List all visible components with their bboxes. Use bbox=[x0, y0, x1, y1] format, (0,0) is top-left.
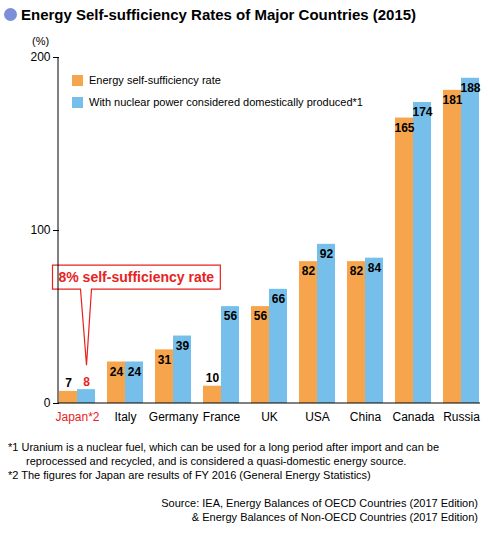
svg-text:84: 84 bbox=[368, 261, 382, 275]
svg-text:Japan*2: Japan*2 bbox=[55, 410, 99, 424]
svg-text:181: 181 bbox=[442, 93, 462, 107]
svg-text:8% self-sufficiency rate: 8% self-sufficiency rate bbox=[59, 269, 215, 285]
svg-text:USA: USA bbox=[305, 410, 330, 424]
svg-text:100: 100 bbox=[30, 223, 50, 237]
svg-text:66: 66 bbox=[272, 292, 286, 306]
svg-text:Italy: Italy bbox=[114, 410, 136, 424]
html-text:& Energy Balances of Non-OECD: & Energy Balances of Non-OECD Countries … bbox=[191, 511, 478, 523]
html-text:*1 Uranium is a nuclear fuel,: *1 Uranium is a nuclear fuel, which can … bbox=[8, 441, 440, 467]
svg-text:24: 24 bbox=[128, 365, 142, 379]
svg-text:Russia: Russia bbox=[443, 410, 480, 424]
svg-text:China: China bbox=[350, 410, 382, 424]
svg-text:165: 165 bbox=[394, 121, 414, 135]
svg-text:56: 56 bbox=[224, 309, 238, 323]
svg-text:82: 82 bbox=[302, 264, 316, 278]
svg-text:France: France bbox=[203, 410, 241, 424]
svg-text:24: 24 bbox=[110, 365, 124, 379]
svg-text:92: 92 bbox=[320, 247, 334, 261]
svg-text:174: 174 bbox=[412, 105, 432, 119]
html-text:*2 The figures for Japan are r: *2 The figures for Japan are results of … bbox=[8, 469, 371, 481]
svg-text:7: 7 bbox=[65, 376, 72, 390]
html-text:Energy self-sufficiency rate: Energy self-sufficiency rate bbox=[89, 74, 221, 86]
svg-text:39: 39 bbox=[176, 339, 190, 353]
html-text:Source: IEA, Energy Balances o: Source: IEA, Energy Balances of OECD Cou… bbox=[161, 497, 478, 509]
svg-text:188: 188 bbox=[460, 81, 480, 95]
svg-text:8: 8 bbox=[83, 375, 90, 389]
svg-text:200: 200 bbox=[30, 50, 50, 64]
html-text:With nuclear power considered: With nuclear power considered domestical… bbox=[89, 96, 363, 108]
svg-text:10: 10 bbox=[206, 371, 220, 385]
svg-text:56: 56 bbox=[254, 309, 268, 323]
svg-text:0: 0 bbox=[44, 396, 51, 410]
svg-text:82: 82 bbox=[350, 264, 364, 278]
svg-text:Germany: Germany bbox=[149, 410, 198, 424]
svg-text:UK: UK bbox=[261, 410, 278, 424]
svg-text:Canada: Canada bbox=[392, 410, 434, 424]
svg-text:31: 31 bbox=[158, 353, 172, 367]
html-text:Energy Self-sufficiency Rates: Energy Self-sufficiency Rates of Major C… bbox=[21, 6, 417, 23]
